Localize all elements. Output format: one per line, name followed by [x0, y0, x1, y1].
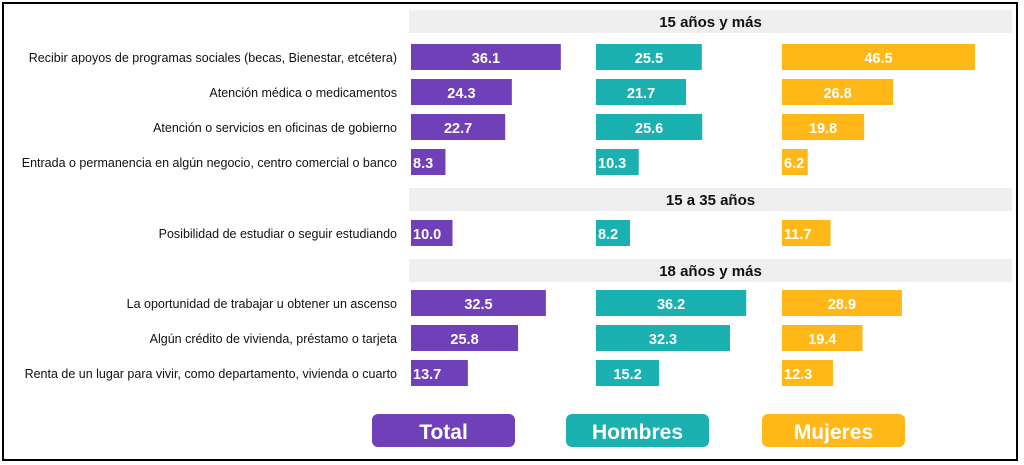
category-label: Algún crédito de vivienda, préstamo o ta… [150, 332, 397, 346]
bar-mujeres [782, 220, 831, 246]
data-label: 24.3 [447, 86, 475, 102]
bar-hombres [596, 290, 747, 316]
data-label: 32.5 [464, 297, 492, 313]
data-label: 32.3 [649, 332, 677, 348]
bar-total [411, 325, 519, 351]
category-label: Atención o servicios en oficinas de gobi… [153, 121, 397, 135]
bar-total [411, 149, 446, 175]
data-label: 36.1 [472, 51, 500, 67]
bar-mujeres [782, 114, 865, 140]
group-header-label: 18 años y más [659, 263, 762, 280]
group-header-label: 15 a 35 años [666, 192, 755, 209]
data-label: 10.3 [598, 156, 626, 172]
data-label: 28.9 [828, 297, 856, 313]
bar-hombres [596, 44, 702, 70]
bar-mujeres [782, 79, 894, 105]
data-label: 8.3 [413, 156, 433, 172]
bar-total [411, 114, 506, 140]
category-label: Entrada o permanencia en algún negocio, … [22, 156, 397, 170]
data-label: 6.2 [784, 156, 804, 172]
group-header-band [409, 259, 1012, 282]
legend-swatch-total [372, 414, 515, 447]
data-label: 25.5 [635, 51, 663, 67]
legend-label-mujeres: Mujeres [794, 421, 873, 444]
category-label: Atención médica o medicamentos [209, 86, 397, 100]
grouped-bar-chart: 15 años y más Recibir apoyos de programas… [22, 10, 1012, 447]
data-label: 11.7 [784, 227, 811, 243]
bar-total [411, 360, 468, 386]
category-label: Recibir apoyos de programas sociales (be… [29, 51, 397, 65]
bar-total [411, 220, 453, 246]
bar-mujeres [782, 290, 902, 316]
data-label: 15.2 [613, 367, 641, 383]
bar-mujeres [782, 44, 975, 70]
category-label: Posibilidad de estudiar o seguir estudia… [159, 227, 397, 241]
group-header-band [409, 10, 1012, 33]
group-header-band [409, 188, 1012, 211]
data-label: 25.8 [450, 332, 478, 348]
data-label: 10.0 [413, 227, 441, 243]
group-header-label: 15 años y más [659, 14, 762, 31]
data-label: 46.5 [864, 51, 892, 67]
data-label: 19.8 [809, 121, 837, 137]
data-label: 25.6 [635, 121, 663, 137]
category-label: Renta de un lugar para vivir, como depar… [25, 367, 397, 381]
data-label: 21.7 [627, 86, 655, 102]
data-label: 26.8 [823, 86, 851, 102]
legend-swatch-hombres [566, 414, 709, 447]
bar-hombres [596, 114, 703, 140]
bar-total [411, 79, 512, 105]
data-label: 36.2 [657, 297, 685, 313]
bar-hombres [596, 360, 660, 386]
bar-total [411, 290, 546, 316]
bar-mujeres [782, 360, 834, 386]
bar-hombres [596, 325, 731, 351]
chart-frame: 15 años y más Recibir apoyos de programas… [2, 2, 1018, 461]
bar-hombres [596, 149, 639, 175]
legend-swatch-mujeres [762, 414, 905, 447]
bar-mujeres [782, 149, 808, 175]
bar-hombres [596, 220, 631, 246]
legend-label-hombres: Hombres [592, 421, 683, 444]
legend-label-total: Total [419, 421, 468, 444]
data-label: 8.2 [598, 227, 618, 243]
data-label: 13.7 [413, 367, 441, 383]
bar-total [411, 44, 561, 70]
data-label: 22.7 [444, 121, 472, 137]
bar-mujeres [782, 325, 863, 351]
category-label: La oportunidad de trabajar u obtener un … [127, 297, 397, 311]
data-label: 12.3 [784, 367, 812, 383]
bar-hombres [596, 79, 687, 105]
data-label: 19.4 [808, 332, 836, 348]
